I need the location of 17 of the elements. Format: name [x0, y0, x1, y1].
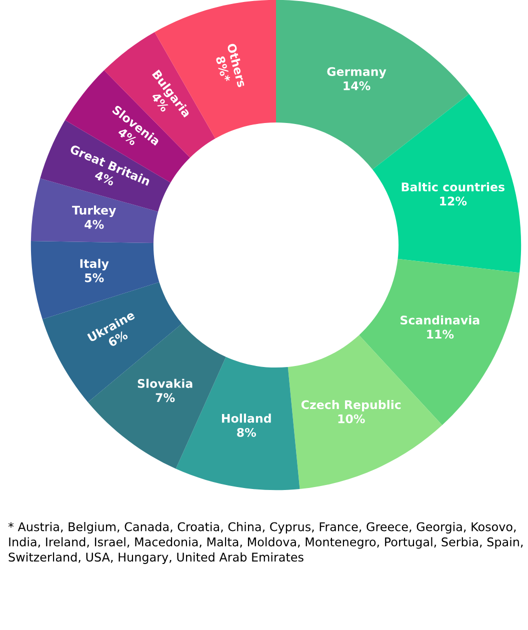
data-label: 12% [440, 196, 467, 206]
data-label: 5% [85, 273, 104, 282]
data-label: 4% [84, 220, 104, 229]
slice-label: Czech Republic [301, 400, 401, 412]
text: * Austria, Belgium, Canada, Croatia, China, Cyprus, France, Greece, Georgia, Kosovo, India, Ireland, Israel, Macedonia, Malta, Moldova, Montenegro, Portugal, Serbia, Spain, Switzerland, USA, Hungary, United Arab Emirates [8, 522, 523, 564]
slice-label: Scandinavia [400, 315, 480, 325]
data-label: 11% [427, 330, 454, 339]
slice-label: Slovakia [138, 378, 192, 388]
slice-label: Turkey [72, 205, 116, 218]
slice-label: Germany [327, 67, 386, 78]
data-label: 7% [156, 393, 175, 402]
slice-label: Holland [222, 414, 271, 423]
data-label: 10% [338, 414, 365, 424]
data-label: 14% [344, 81, 370, 90]
data-label: 8% [237, 428, 256, 437]
slice-label: Italy [80, 258, 109, 270]
slice-label: Baltic countries [402, 182, 504, 192]
